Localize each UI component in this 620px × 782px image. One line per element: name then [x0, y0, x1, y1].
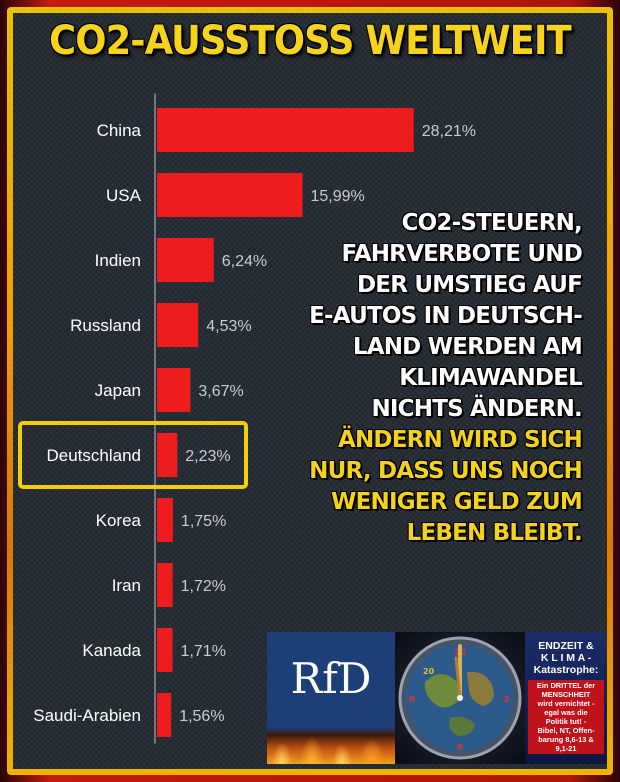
clock-numeral: 20 — [423, 667, 435, 676]
value-label: 15,99% — [311, 188, 365, 205]
bar — [157, 433, 178, 477]
message-line-yellow: WENIGER GELD ZUM — [331, 489, 583, 515]
value-label: 3,67% — [198, 383, 243, 400]
endzeit-body-line: barung 8,6-13 & — [538, 735, 594, 744]
message-line: E-AUTOS IN DEUTSCH- — [309, 303, 583, 329]
value-label: 1,75% — [181, 513, 226, 530]
endzeit-heading: ENDZEIT & K L I M A - Katastrophe: — [525, 640, 607, 676]
endzeit-body-line: Ein DRITTEL der — [536, 681, 596, 690]
message-line: KLIMAWANDEL — [399, 365, 583, 391]
category-label: China — [97, 121, 142, 140]
message-line: FAHRVERBOTE UND — [341, 241, 582, 267]
bars-layer: China 28,21% USA 15,99% Indien 6,24% Russland 4… — [18, 93, 476, 744]
category-label: Deutschland — [46, 446, 141, 465]
highlight-box — [18, 421, 248, 489]
endzeit-body-line: Bibel, NT, Offen- — [537, 726, 595, 735]
category-label: Korea — [96, 511, 142, 530]
endzeit-heading-line: ENDZEIT & — [538, 640, 594, 652]
message-line-yellow: ÄNDERN WIRD SICH — [337, 427, 583, 453]
clock-numeral: 9 — [409, 695, 415, 705]
message-line: NICHTS ÄNDERN. — [371, 396, 582, 422]
rfd-logo: RfD — [290, 654, 372, 703]
message-line: LAND WERDEN AM — [352, 334, 583, 360]
endzeit-body-line: wird vernichtet - — [537, 699, 595, 708]
bar — [157, 108, 414, 152]
value-label: 1,72% — [181, 578, 226, 595]
endzeit-body-line: Politik tut! - — [545, 717, 587, 726]
clock-numeral: 3 — [503, 695, 509, 705]
page-title: CO2-AUSSTOSS WELTWEIT — [49, 18, 572, 64]
endzeit-body-line: egal was die — [544, 708, 588, 717]
message-line: DER UMSTIEG AUF — [357, 272, 583, 298]
rfd-logo-badge: RfD — [267, 632, 395, 764]
bar — [157, 173, 303, 217]
value-label: 2,23% — [185, 448, 230, 465]
clock-icon: 12 3 6 9 20 — [398, 636, 522, 760]
bar — [157, 693, 172, 737]
category-label: USA — [106, 186, 142, 205]
bar — [157, 303, 199, 347]
value-label: 1,56% — [179, 708, 224, 725]
bar — [157, 368, 191, 412]
endzeit-badge: ENDZEIT & K L I M A - Katastrophe: Ein D… — [525, 632, 607, 764]
category-label: Iran — [112, 576, 141, 595]
category-label: Japan — [95, 381, 141, 400]
bar — [157, 563, 173, 607]
endzeit-body-line: 9,1-21 — [555, 744, 577, 753]
bar — [157, 498, 173, 542]
bar — [157, 628, 173, 672]
endzeit-heading-line: K L I M A - — [540, 652, 592, 664]
endzeit-body: Ein DRITTEL der MENSCHHEIT wird vernicht… — [528, 680, 604, 754]
category-label: Kanada — [82, 641, 141, 660]
category-label: Russland — [70, 316, 141, 335]
message-line-yellow: LEBEN BLEIBT. — [406, 520, 583, 546]
message-line: CO2-STEUERN, — [401, 210, 583, 236]
flames-image — [267, 724, 395, 764]
bar — [157, 238, 214, 282]
value-label: 1,71% — [181, 643, 226, 660]
clock-numeral: 6 — [457, 743, 463, 753]
value-label: 6,24% — [222, 253, 267, 270]
message-text: CO2-STEUERN, FAHRVERBOTE UND DER UMSTIEG… — [292, 208, 583, 549]
category-label: Indien — [95, 251, 141, 270]
value-label: 4,53% — [206, 318, 251, 335]
endzeit-body-line: MENSCHHEIT — [541, 690, 591, 699]
endzeit-heading-line: Katastrophe: — [533, 664, 599, 676]
category-label: Saudi-Arabien — [33, 706, 141, 725]
value-label: 28,21% — [422, 123, 476, 140]
doomsday-clock-image: 12 3 6 9 20 — [395, 632, 525, 764]
message-line-yellow: NUR, DASS UNS NOCH — [309, 458, 583, 484]
